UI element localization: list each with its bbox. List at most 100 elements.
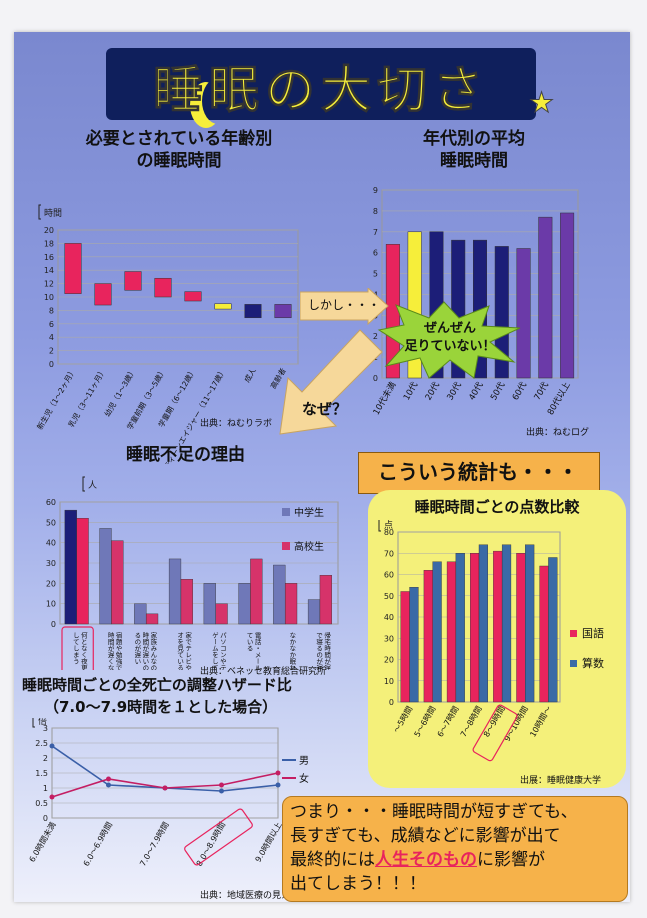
x-tick-label-7-1: で寝るのが遅い xyxy=(315,632,323,670)
x-tick-label-7-0: 帰宅時間が遅いの xyxy=(323,631,331,670)
chart1-heading-line2: の睡眠時間 xyxy=(136,151,222,171)
legend-swatch-0 xyxy=(282,508,290,516)
x-tick-label-3: 7～8時間 xyxy=(459,705,484,739)
y-tick-label-1: 10 xyxy=(384,677,394,686)
bar-7 xyxy=(538,216,553,379)
shikashi-arrow xyxy=(300,288,389,326)
y-tick-label-1: 2 xyxy=(49,347,54,356)
x-tick-label-2-0: 家族みんなの寝る xyxy=(149,631,157,670)
chart1-heading-line1: 必要とされている年齢別 xyxy=(85,129,273,149)
legend-label-0: 男 xyxy=(299,755,309,767)
y-tick-label-4: 40 xyxy=(384,613,394,622)
bar-1-4 xyxy=(215,603,228,625)
bar-1-6 xyxy=(548,557,558,703)
legend-swatch-0 xyxy=(570,630,577,637)
bar-1-1 xyxy=(111,540,124,625)
naze-arrow xyxy=(279,329,383,435)
x-tick-label-4: 40代 xyxy=(466,380,485,403)
shikashi-label: しかし・・・ xyxy=(308,298,381,312)
chart5-heading: 睡眠時間ごとの全死亡の調整ハザード比 （7.0～7.9時間を１とした場合） xyxy=(22,674,367,718)
chart2-heading: 年代別の平均 睡眠時間 xyxy=(374,128,574,172)
conclusion-line2: 長すぎても、成績などに影響が出て xyxy=(290,826,561,846)
legend-swatch-1 xyxy=(570,660,577,667)
burst-line2: 足りていない！ xyxy=(404,339,496,354)
conclusion-line3-post: に影響が xyxy=(477,850,545,870)
bar-0-6 xyxy=(273,564,286,625)
highlight-box xyxy=(472,704,518,762)
x-tick-label-5-1: ている xyxy=(245,632,253,652)
legend-label-0: 中学生 xyxy=(294,506,324,519)
chart2-heading-line1: 年代別の平均 xyxy=(423,129,525,149)
x-tick-label-4: 9.0時間以上 xyxy=(254,821,284,864)
burst-line1: ぜんぜん xyxy=(423,321,476,336)
bar-8 xyxy=(560,212,575,379)
y-tick-label-9: 18 xyxy=(44,239,54,248)
bar-0-1 xyxy=(423,570,433,703)
chart4-score-by-sleep: 0 10 20 30 40 50 60 70 80点 ～5時間5～6時間6～7時間7～8時間8～9… xyxy=(378,520,604,762)
chart1-heading: 必要とされている年齢別 の睡眠時間 xyxy=(54,128,304,172)
conclusion-line4: 出てしまう！！！ xyxy=(290,874,426,894)
unit-bracket xyxy=(38,204,41,220)
chart4-heading: 睡眠時間ごとの点数比較 xyxy=(414,498,580,516)
bar-6 xyxy=(516,248,531,379)
x-tick-label-6: 10時間～ xyxy=(528,705,553,739)
y-tick-label-0: 0 xyxy=(373,374,378,383)
y-tick-label-7: 14 xyxy=(44,266,54,275)
x-tick-label-1: 6.0～6.9時間 xyxy=(82,821,115,868)
bar-0-3 xyxy=(470,553,480,703)
y-tick-label-6: 12 xyxy=(44,280,54,289)
kouiu-label: こういう統計も・・・ xyxy=(378,460,578,484)
y-tick-label-5: 10 xyxy=(44,293,54,302)
x-tick-label-5: 9～10時間 xyxy=(503,705,530,744)
x-tick-label-6: 60代 xyxy=(510,380,529,403)
range-bar-6 xyxy=(244,304,262,319)
y-tick-label-1: 0.5 xyxy=(35,799,48,808)
title-banner: 睡眠の大切さ xyxy=(106,48,536,120)
y-tick-label-0: 0 xyxy=(49,360,54,369)
bar-1-7 xyxy=(319,574,332,625)
y-tick-label-0: 0 xyxy=(43,814,48,823)
legend-label-1: 算数 xyxy=(582,656,604,670)
y-tick-label-6: 60 xyxy=(384,571,394,580)
bar-1-1 xyxy=(432,561,442,703)
star-icon: ★ xyxy=(528,86,555,120)
chart5-heading-line1: 睡眠時間ごとの全死亡の調整ハザード比 xyxy=(22,676,292,694)
x-tick-label-0: ～5時間 xyxy=(392,705,414,735)
bar-1-6 xyxy=(284,583,298,625)
range-bar-4 xyxy=(184,291,202,302)
bar-0-1 xyxy=(99,528,112,625)
bar-0-2 xyxy=(134,603,147,625)
bar-0-5 xyxy=(238,583,251,625)
y-tick-label-2: 4 xyxy=(49,333,54,342)
x-tick-label-2: 6～7時間 xyxy=(436,705,461,739)
y-axis-unit: 時間 xyxy=(44,208,62,219)
unit-bracket xyxy=(378,520,381,532)
y-tick-label-1: 10 xyxy=(46,600,56,609)
conclusion-line3: 最終的には人生そのものに影響が xyxy=(290,848,625,872)
x-tick-label-3-1: オを見ている xyxy=(176,632,184,670)
bar-1-5 xyxy=(525,544,535,703)
x-tick-label-7: 70代 xyxy=(532,380,551,403)
legend-label-1: 高校生 xyxy=(294,540,324,553)
conclusion-line1: つまり・・・睡眠時間が短すぎても、 xyxy=(290,802,578,822)
y-tick-label-7: 70 xyxy=(384,549,394,558)
x-tick-label-1-0: 宿題や勉強で寝る xyxy=(114,631,122,670)
x-tick-label-5-0: 電話・メールをし xyxy=(253,632,261,670)
bar-1-4 xyxy=(501,544,512,703)
y-tick-label-2: 2 xyxy=(373,332,378,341)
range-bar-1 xyxy=(94,283,112,306)
point-1-2 xyxy=(162,785,168,791)
highlight-box xyxy=(61,626,94,670)
conclusion-emphasis: 人生そのもの xyxy=(375,850,477,870)
y-tick-label-5: 50 xyxy=(46,518,56,527)
chart1-age-sleep-ranges: 02468101214161820時間新生児（1～2ヶ月）乳児（3～11ヶ月）幼… xyxy=(34,204,299,464)
range-bar-7 xyxy=(274,304,292,319)
y-tick-label-3: 1.5 xyxy=(35,769,48,778)
bar-1-3 xyxy=(180,579,193,625)
range-bar-5 xyxy=(214,303,232,310)
y-tick-label-4: 40 xyxy=(46,539,56,548)
poster-title: 睡眠の大切さ xyxy=(153,61,489,120)
x-tick-label-3: 30代 xyxy=(445,380,464,403)
